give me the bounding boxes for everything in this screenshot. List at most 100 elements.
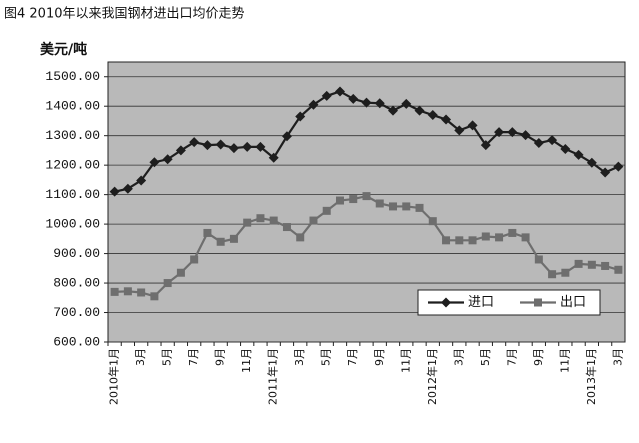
legend: 进口 出口 [417,289,601,316]
point [296,233,305,242]
point [162,154,173,165]
point [548,270,557,279]
point [507,127,518,138]
y-tick-label: 1200.00 [45,158,100,173]
point [454,125,465,136]
point [176,268,185,277]
point [122,183,133,194]
point [229,234,238,243]
point [480,140,491,151]
y-tick-label: 1400.00 [45,99,100,114]
point [190,255,199,264]
point [242,141,253,152]
legend-label: 进口 [468,295,494,310]
point [415,203,424,212]
x-tick-label: 2012年1月 [425,348,439,405]
x-tick-label: 5月 [320,348,333,366]
point [547,135,558,146]
point [508,228,517,237]
y-tick-label: 1000.00 [45,217,100,232]
x-tick-label: 11月 [558,348,571,373]
point [427,110,438,121]
point [495,233,504,242]
point [442,236,451,245]
point [402,202,411,211]
point [521,233,530,242]
point [189,137,200,148]
point [175,145,186,156]
point [601,261,610,270]
x-tick-label: 2011年1月 [266,348,280,405]
point [361,97,372,108]
point [216,237,225,246]
y-tick-label: 1300.00 [45,128,100,143]
legend-label: 出口 [560,295,586,310]
x-tick-label: 7月 [505,348,518,366]
legend-marker [441,297,451,308]
point [256,214,265,223]
point [614,265,623,274]
point [520,130,531,141]
point [428,217,437,226]
x-tick-label: 7月 [187,348,200,366]
point [309,216,318,225]
point [322,206,331,215]
x-tick-label: 11月 [240,348,253,373]
point [388,105,399,116]
point [281,131,292,142]
point [348,93,359,104]
point [110,287,119,296]
x-tick-label: 7月 [346,348,359,366]
x-tick-label: 2013年1月 [584,348,598,405]
y-tick-label: 600.00 [53,334,100,349]
point [255,141,266,152]
point [455,236,464,245]
y-tick-label: 1100.00 [45,187,100,202]
point [282,223,291,232]
point [321,90,332,101]
point [573,149,584,160]
x-tick-label: 3月 [293,348,306,366]
point [136,175,147,186]
x-tick-label: 9月 [214,348,227,366]
y-tick-label: 700.00 [53,305,100,320]
x-tick-label: 3月 [452,348,465,366]
point [533,138,544,149]
point [574,259,583,268]
point [308,99,319,110]
point [586,157,597,168]
x-tick-label: 3月 [134,348,147,366]
y-tick-label: 900.00 [53,246,100,261]
point [401,98,412,109]
point [481,232,490,241]
x-tick-label: 5月 [479,348,492,366]
point [109,186,120,197]
point [560,143,571,154]
point [243,218,252,227]
x-tick-label: 9月 [532,348,545,366]
point [375,199,384,208]
point [269,216,278,225]
point [374,98,385,109]
x-tick-label: 9月 [373,348,386,366]
chart-title: 图4 2010年以来我国钢材进出口均价走势 [4,6,245,22]
point [334,86,345,97]
point [149,157,160,168]
x-tick-label: 2010年1月 [107,348,121,405]
y-tick-label: 1500.00 [45,69,100,84]
point [228,143,239,154]
point [150,292,159,301]
y-axis-unit: 美元/吨 [40,41,87,58]
y-tick-label: 800.00 [53,275,100,290]
point [203,228,212,237]
point [534,255,543,264]
legend-marker [534,298,542,307]
point [494,127,505,138]
point [468,236,477,245]
point [414,105,425,116]
point [163,279,172,288]
x-tick-label: 3月 [611,348,624,366]
point [600,167,611,178]
point [123,287,132,296]
